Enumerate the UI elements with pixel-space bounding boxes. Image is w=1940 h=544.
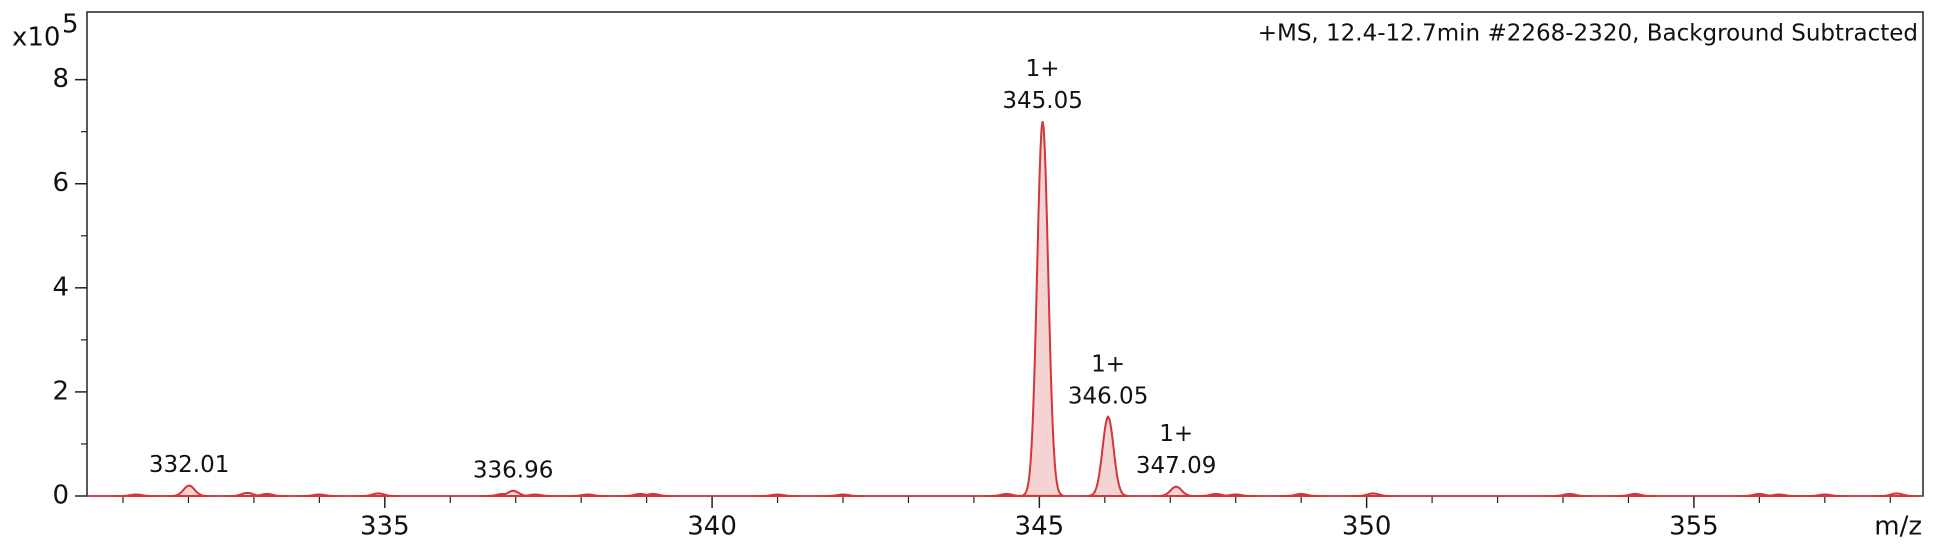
y-tick-label: 8 — [52, 64, 69, 94]
peak — [755, 493, 799, 497]
peak — [1154, 485, 1198, 497]
x-tick-label: 335 — [360, 512, 410, 542]
x-tick-label: 350 — [1342, 512, 1392, 542]
peak — [631, 492, 675, 497]
peak-label: 347.09 — [1136, 453, 1216, 479]
y-exponent: 5 — [62, 10, 79, 40]
peak — [1213, 493, 1257, 497]
peak-label: 336.96 — [473, 457, 553, 483]
peak — [1279, 492, 1323, 497]
charge-label: 1+ — [1091, 351, 1125, 377]
y-tick-label: 4 — [52, 272, 69, 302]
peak — [1613, 492, 1656, 497]
charge-label: 1+ — [1159, 421, 1193, 447]
peak — [1086, 415, 1130, 497]
peak-label: 345.05 — [1002, 88, 1082, 114]
x-tick-label: 340 — [687, 512, 737, 542]
peak-label: 332.01 — [149, 452, 229, 478]
peak — [167, 484, 211, 497]
peak — [821, 493, 864, 497]
peak — [245, 492, 288, 497]
peak — [513, 493, 557, 497]
peak — [1802, 493, 1846, 497]
x-axis-label: m/z — [1874, 512, 1922, 542]
peak — [356, 492, 400, 497]
y-tick-label: 0 — [52, 481, 69, 511]
peak — [1351, 492, 1395, 497]
charge-label: 1+ — [1026, 56, 1060, 82]
peak-label: 346.05 — [1068, 383, 1148, 409]
peak — [1020, 121, 1064, 497]
peak — [297, 493, 341, 497]
y-tick-label: 6 — [52, 168, 69, 198]
peak — [565, 493, 609, 497]
x-tick-label: 355 — [1669, 512, 1719, 542]
peak — [1757, 493, 1800, 497]
y-tick-label: 2 — [52, 376, 69, 406]
y-multiplier: x10 — [12, 23, 60, 53]
peak — [1547, 492, 1591, 497]
plot-frame — [86, 11, 1924, 497]
chart-title: +MS, 12.4-12.7min #2268-2320, Background… — [1258, 21, 1918, 47]
x-tick-label: 345 — [1015, 512, 1065, 542]
peak — [114, 493, 157, 497]
peak — [1874, 492, 1918, 497]
